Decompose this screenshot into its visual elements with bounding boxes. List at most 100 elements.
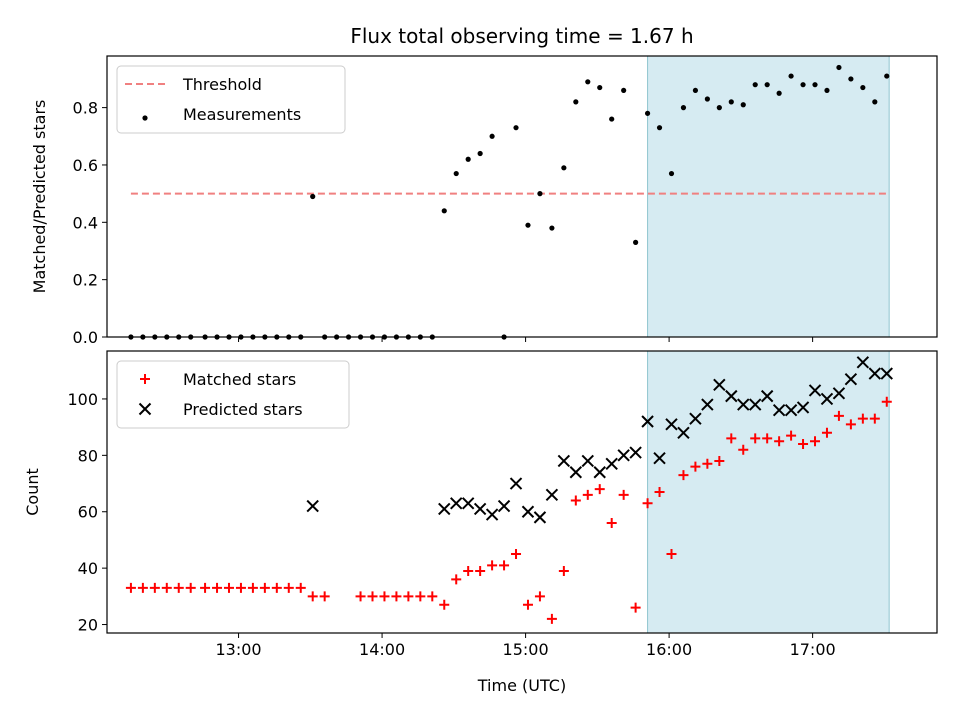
- predicted-star-point: [497, 499, 511, 513]
- predicted-star-point: [450, 497, 463, 510]
- predicted-star-point: [605, 457, 618, 471]
- matched-star-point: [307, 591, 318, 602]
- x-tick-label: 16:00: [646, 640, 692, 659]
- predicted-star-point: [557, 454, 571, 468]
- matched-star-point: [499, 560, 510, 571]
- measurement-point: [872, 99, 878, 105]
- measurement-point: [884, 73, 890, 79]
- predicted-star-point: [533, 511, 547, 524]
- predicted-star-point: [461, 497, 475, 510]
- x-tick-label: 15:00: [503, 640, 549, 659]
- legend-matched-swatch: [140, 374, 150, 384]
- predicted-star-point: [593, 466, 606, 479]
- measurement-point: [824, 87, 830, 94]
- predicted-star-point: [808, 384, 822, 397]
- x-tick-label: 13:00: [216, 640, 262, 659]
- matched-star-point: [355, 591, 366, 602]
- predicted-star-point: [665, 418, 678, 431]
- measurement-point: [764, 82, 770, 88]
- matched-star-point: [678, 470, 689, 481]
- top-panel-frame: [106, 55, 938, 338]
- matched-star-point: [750, 433, 761, 444]
- matched-star-point: [546, 613, 557, 624]
- matched-star-point: [810, 436, 821, 447]
- matched-star-point: [618, 489, 629, 500]
- measurement-point: [633, 239, 639, 245]
- matched-star-point: [821, 427, 832, 438]
- x-axis-label: Time (UTC): [477, 676, 566, 695]
- predicted-star-point: [820, 392, 834, 406]
- y-tick-label: 60: [78, 503, 98, 522]
- predicted-star-point: [725, 389, 738, 403]
- predicted-star-point: [581, 454, 594, 468]
- predicted-star-point: [844, 372, 858, 386]
- y-tick-label: 80: [78, 446, 98, 465]
- matched-star-point: [247, 582, 258, 593]
- matched-star-point: [125, 582, 136, 593]
- matched-star-point: [212, 582, 223, 593]
- matched-star-point: [200, 582, 211, 593]
- measurement-point: [692, 87, 699, 94]
- predicted-star-point: [880, 367, 893, 380]
- predicted-star-point: [509, 477, 523, 490]
- y-tick-label: 20: [78, 616, 98, 635]
- predicted-star-point: [545, 488, 559, 502]
- matched-star-point: [690, 461, 701, 472]
- matched-star-point: [137, 582, 148, 593]
- predicted-star-point: [832, 387, 846, 400]
- y-tick-label: 100: [67, 390, 98, 409]
- matched-star-point: [630, 602, 641, 613]
- matched-star-point: [534, 591, 545, 602]
- measurement-point: [537, 191, 543, 197]
- matched-star-point: [558, 565, 569, 576]
- matched-star-point: [594, 484, 605, 495]
- measurement-point: [465, 156, 471, 162]
- matched-star-point: [606, 518, 617, 529]
- predicted-star-point: [784, 404, 798, 417]
- top-y-axis-label: Matched/Predicted stars: [30, 100, 49, 294]
- measurement-point: [525, 222, 531, 228]
- measurement-point: [513, 125, 519, 131]
- predicted-star-point: [796, 401, 810, 414]
- measurement-point: [728, 99, 734, 105]
- matched-star-point: [738, 444, 749, 455]
- measurement-point: [812, 82, 818, 88]
- predicted-star-point: [485, 508, 499, 521]
- matched-star-point: [271, 582, 282, 593]
- predicted-star-point: [749, 398, 762, 411]
- top-panel-ticks: 0.0 0.2 0.4 0.6 0.8: [73, 99, 814, 347]
- matched-star-point: [391, 591, 402, 602]
- legend-label: Threshold: [182, 75, 262, 94]
- predicted-star-point: [868, 367, 882, 380]
- matched-star-point: [223, 582, 234, 593]
- measurement-point: [549, 225, 555, 231]
- measurement-point: [740, 102, 746, 108]
- measurement-point: [704, 96, 710, 102]
- measurement-point: [848, 76, 854, 82]
- matched-star-point: [283, 582, 294, 593]
- predicted-star-point: [306, 499, 319, 513]
- matched-star-point: [185, 582, 196, 593]
- predicted-star-point: [521, 505, 535, 518]
- predicted-star-point: [438, 502, 451, 516]
- bottom-panel-frame: [106, 350, 938, 634]
- x-tick-label: 17:00: [790, 640, 836, 659]
- predicted-star-point: [677, 426, 690, 439]
- top-panel: 0.00.20.40.60.8 Matched/Predicted stars …: [30, 55, 938, 347]
- bottom-y-axis-label: Count: [23, 468, 42, 516]
- matched-star-point: [367, 591, 378, 602]
- predicted-star-point: [569, 466, 583, 479]
- matched-star-point: [295, 582, 306, 593]
- predicted-star-point: [617, 449, 630, 462]
- measurement-point: [860, 84, 866, 91]
- matched-star-point: [714, 455, 725, 466]
- measurement-point: [752, 82, 758, 88]
- matched-star-point: [511, 549, 522, 560]
- y-tick-label: 0.2: [73, 271, 98, 290]
- measurement-point: [441, 208, 447, 214]
- matched-star-point: [487, 560, 498, 571]
- y-tick-label: 40: [78, 559, 98, 578]
- matched-star-point: [582, 489, 593, 500]
- predicted-star-point: [713, 378, 726, 392]
